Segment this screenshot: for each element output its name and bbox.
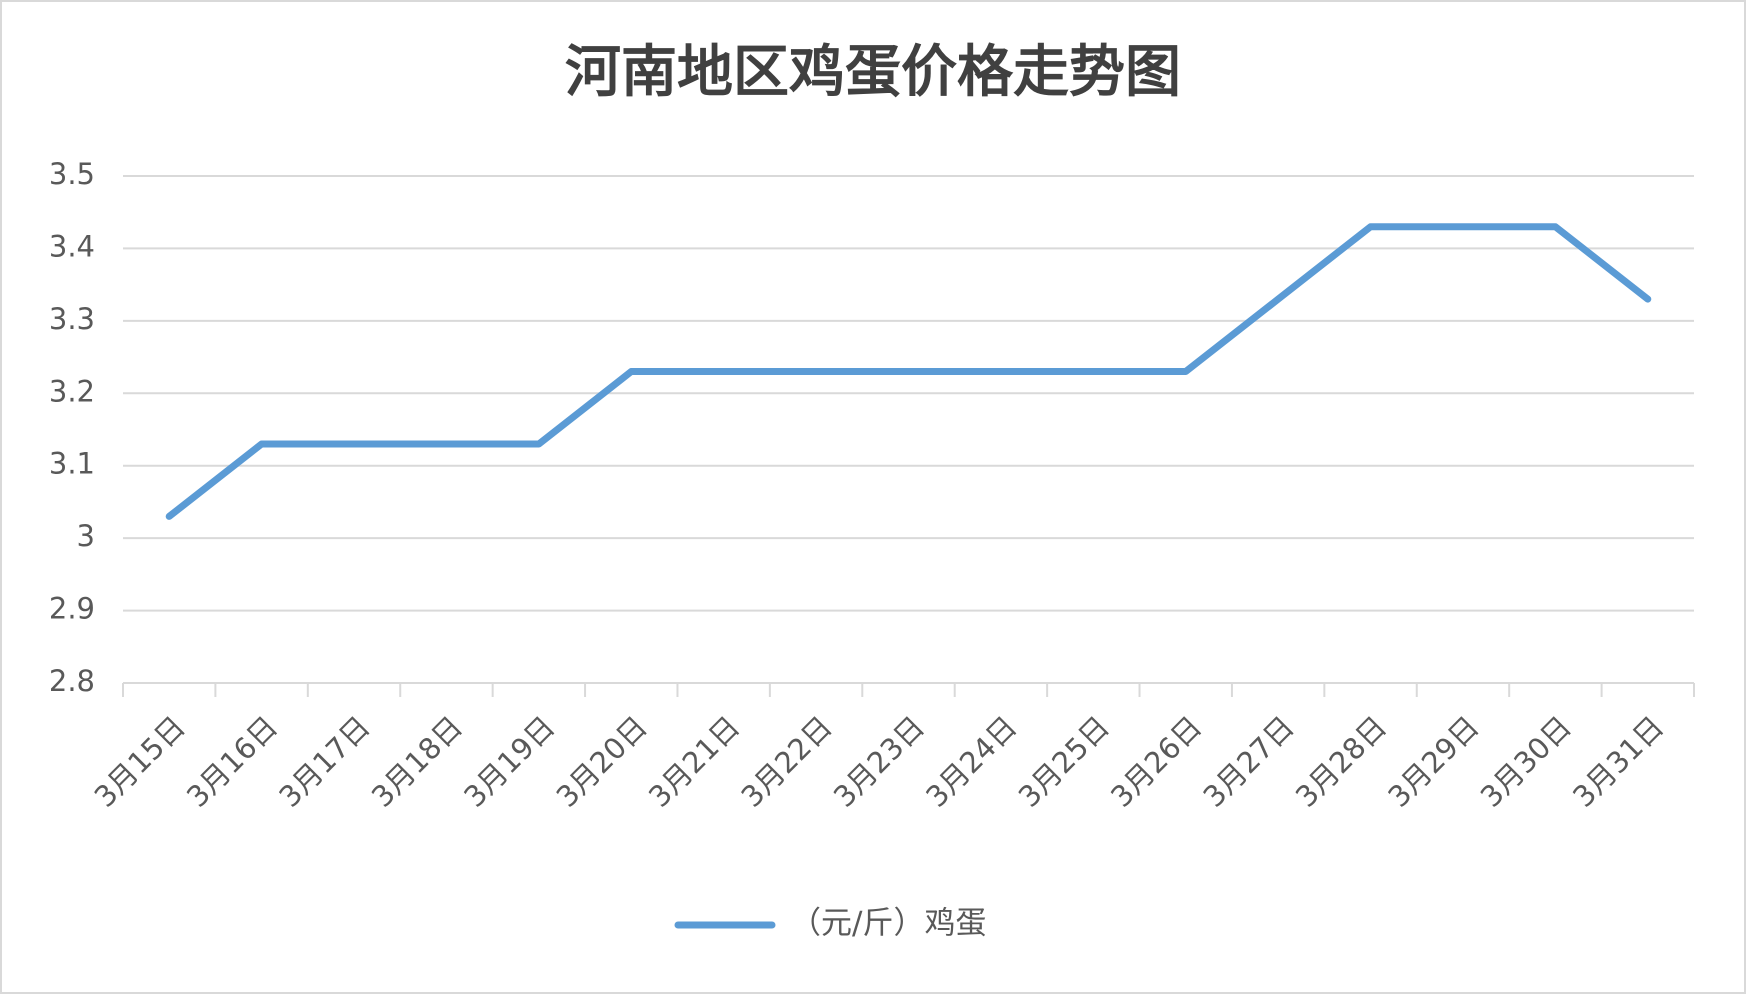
- y-tick-label: 3.3: [49, 302, 95, 336]
- legend-label: （元/斤）鸡蛋: [790, 906, 986, 942]
- y-tick-label: 2.9: [49, 592, 95, 626]
- chart-title: 河南地区鸡蛋价格走势图: [565, 40, 1181, 105]
- y-tick-label: 3.1: [49, 447, 95, 481]
- y-tick-label: 2.8: [49, 664, 95, 698]
- line-series: [165, 223, 1652, 520]
- y-tick-label: 3.4: [49, 229, 95, 263]
- y-tick-label: 3.2: [49, 374, 95, 408]
- y-tick-label: 3.5: [49, 157, 95, 191]
- y-tick-label: 3: [77, 519, 95, 553]
